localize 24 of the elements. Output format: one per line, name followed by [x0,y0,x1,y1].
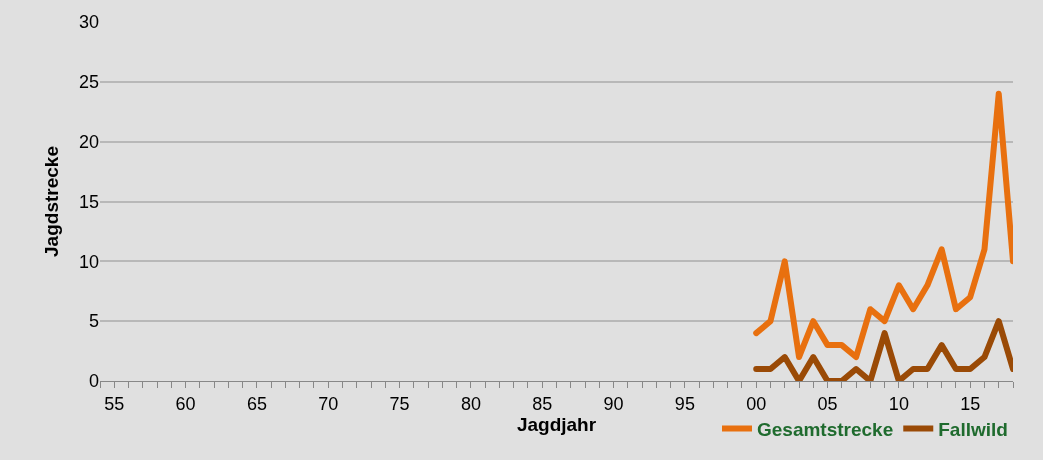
x-tick-label: 10 [888,393,909,414]
x-tick-label: 95 [674,393,695,414]
y-tick-label: 5 [88,311,99,332]
x-tick-label: 65 [246,393,267,414]
y-tick-label: 15 [78,191,99,212]
x-tick-label: 00 [746,393,767,414]
x-tick-label: 90 [603,393,624,414]
y-tick-label: 25 [78,72,99,93]
y-axis-title: Jagdstrecke [40,146,62,257]
x-tick-label: 60 [175,393,196,414]
x-tick-label: 15 [960,393,981,414]
x-tick-label: 05 [817,393,838,414]
y-tick-label: 20 [78,131,99,152]
x-tick-label: 70 [318,393,339,414]
y-tick-label: 30 [78,12,99,33]
x-tick-label: 75 [389,393,410,414]
x-tick-label: 55 [104,393,125,414]
y-tick-label: 0 [88,371,99,392]
y-tick-label: 10 [78,251,99,272]
legend-label: Gesamtstrecke [757,418,894,440]
x-axis-title: Jagdjahr [516,413,597,435]
x-tick-label: 85 [532,393,553,414]
legend-label: Fallwild [938,418,1008,440]
x-tick-label: 80 [460,393,481,414]
